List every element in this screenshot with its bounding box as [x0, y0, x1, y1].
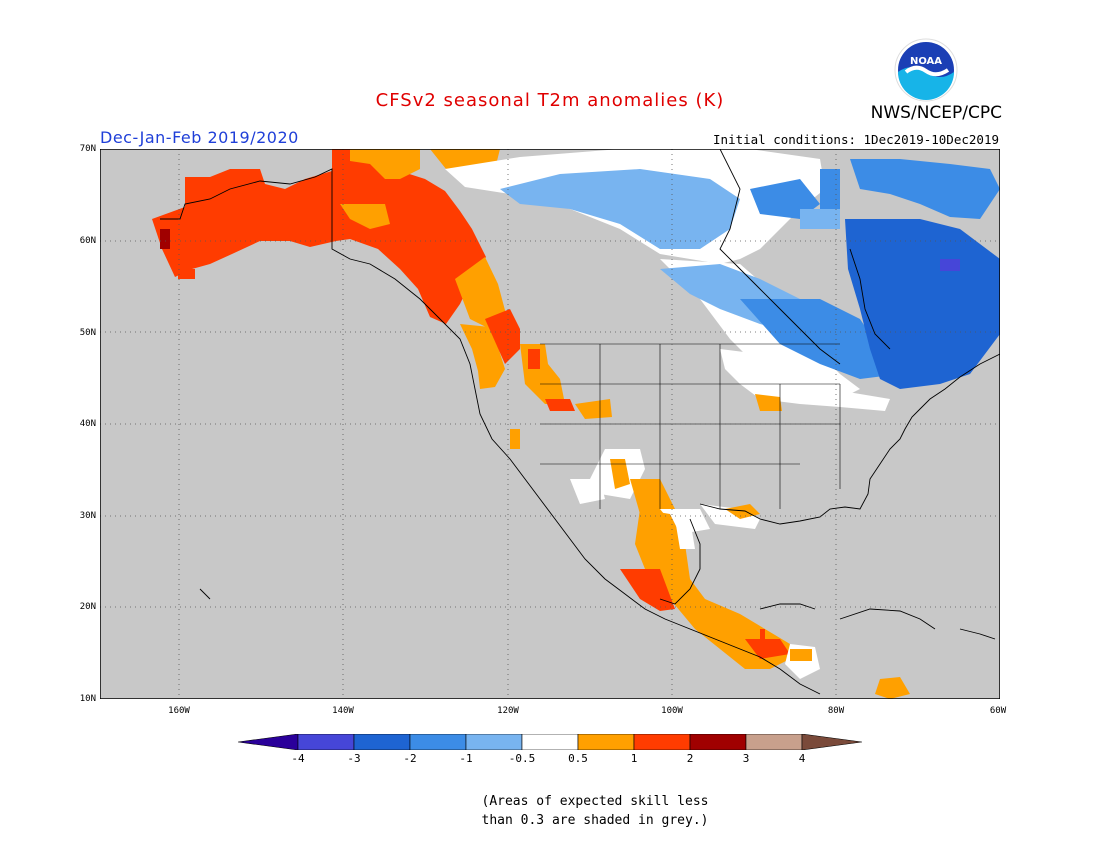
legend-swatch-5 [521, 734, 579, 750]
lon-label-160w: 160W [168, 706, 190, 716]
legend-label-neg05: -0.5 [508, 752, 536, 765]
legend-swatch-4 [465, 734, 523, 750]
legend-swatch-8 [689, 734, 747, 750]
legend-swatch-9 [745, 734, 803, 750]
skill-note-line1: (Areas of expected skill less [481, 794, 709, 809]
legend-label-2: 2 [686, 752, 694, 765]
initial-conditions: Initial conditions: 1Dec2019-10Dec2019 [713, 132, 999, 147]
lat-label-40n: 40N [79, 419, 96, 429]
lon-label-60w: 60W [989, 706, 1007, 716]
legend-label-3: 3 [742, 752, 750, 765]
anomaly-canada-cool [445, 149, 900, 399]
legend-swatch-10 [801, 734, 862, 750]
legend-swatch-7 [633, 734, 691, 750]
legend-label-4: 4 [798, 752, 806, 765]
legend-label-neg4: -4 [291, 752, 305, 765]
legend-swatch-3 [409, 734, 467, 750]
logo-text: NOAA [910, 56, 942, 67]
gridlines [100, 149, 1000, 699]
org-label: NWS/NCEP/CPC [870, 103, 1002, 123]
anomaly-great-lakes-neutral [720, 349, 890, 411]
lat-label-70n: 70N [79, 144, 96, 154]
legend-label-neg1: -1 [459, 752, 473, 765]
coastlines [160, 149, 1000, 695]
lon-label-140w: 140W [332, 706, 354, 716]
anomaly-mexico-warm [620, 509, 910, 699]
legend-label-neg3: -3 [347, 752, 361, 765]
skill-note-line2: than 0.3 are shaded in grey.) [481, 813, 709, 828]
anomaly-eastern-canada-cold [800, 159, 1000, 389]
map-title: CFSv2 seasonal T2m anomalies (K) [375, 90, 725, 111]
legend-swatch-6 [577, 734, 635, 750]
lon-label-100w: 100W [661, 706, 683, 716]
legend-label-05: 0.5 [568, 752, 588, 765]
anomaly-map [100, 149, 1000, 699]
skill-note: (Areas of expected skill less than 0.3 a… [0, 792, 1100, 830]
lat-label-10n: 10N [79, 694, 96, 704]
lon-label-120w: 120W [497, 706, 519, 716]
legend-swatch-0 [238, 734, 299, 750]
season-label: Dec-Jan-Feb 2019/2020 [100, 128, 299, 147]
color-legend [238, 734, 862, 750]
legend-swatch-2 [353, 734, 411, 750]
lon-label-80w: 80W [827, 706, 845, 716]
anomaly-gulf-neutral [700, 504, 760, 529]
anomaly-pacific-nw-warm [460, 309, 612, 449]
lat-label-20n: 20N [79, 602, 96, 612]
lat-label-50n: 50N [79, 328, 96, 338]
legend-label-1: 1 [630, 752, 638, 765]
lat-label-30n: 30N [79, 511, 96, 521]
lat-label-60n: 60N [79, 236, 96, 246]
noaa-logo: NOAA [894, 38, 958, 102]
anomaly-southwest [570, 449, 710, 534]
legend-swatch-1 [297, 734, 355, 750]
anomaly-alaska-warm [152, 149, 520, 349]
legend-label-neg2: -2 [403, 752, 417, 765]
